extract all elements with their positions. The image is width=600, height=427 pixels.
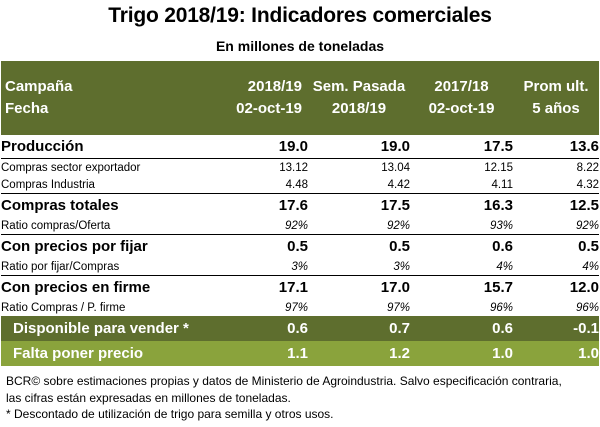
row-value: 12.5: [569, 197, 599, 214]
row-value: 3%: [234, 258, 308, 276]
row-value: 13.12: [234, 158, 308, 176]
row-value: 0.5: [578, 238, 599, 255]
header-col-1: 2018/19 02-oct-19: [234, 61, 308, 135]
table-row: Ratio compras/Oferta 92% 92% 93% 92%: [1, 217, 599, 235]
row-value: 4.42: [308, 176, 410, 194]
table-row: Ratio por fijar/Compras 3% 3% 4% 4%: [1, 258, 599, 276]
row-value: 1.1: [234, 341, 308, 366]
row-value: 12.0: [569, 279, 599, 296]
row-value: 0.5: [287, 238, 308, 255]
row-value: 0.6: [492, 238, 513, 255]
row-value: 17.0: [380, 279, 410, 296]
row-value: 15.7: [483, 279, 513, 296]
header-col-2: Sem. Pasada 2018/19: [308, 61, 410, 135]
row-label: Ratio compras/Oferta: [1, 217, 234, 235]
row-value: 16.3: [483, 197, 513, 214]
header-col-4: Prom ult. 5 años: [513, 61, 599, 135]
row-value: 0.6: [234, 316, 308, 341]
page-subtitle: En millones de toneladas: [215, 38, 385, 54]
row-value: 19.0: [380, 138, 410, 155]
header-col-2-line1: Sem. Pasada: [312, 78, 406, 95]
table-row-highlight: Falta poner precio 1.1 1.2 1.0 1.0: [1, 341, 599, 366]
row-value: 93%: [410, 217, 513, 235]
table-row: Compras totales 17.6 17.5 16.3 12.5: [1, 194, 599, 218]
row-value: -0.1: [513, 316, 599, 341]
row-value: 13.04: [308, 158, 410, 176]
indicators-table: Campaña Fecha 2018/19 02-oct-19 Sem. Pas…: [1, 61, 599, 366]
header-col-2-line2: 2018/19: [331, 100, 387, 117]
row-value: 0.5: [389, 238, 410, 255]
row-value: 1.0: [513, 341, 599, 366]
table-row: Compras sector exportador 13.12 13.04 12…: [1, 158, 599, 176]
table-row: Con precios en firme 17.1 17.0 15.7 12.0: [1, 276, 599, 300]
header-col-1-line1: 2018/19: [247, 78, 302, 95]
row-value: 0.7: [308, 316, 410, 341]
row-label: Compras totales: [1, 197, 119, 214]
header-col-1-line2: 02-oct-19: [236, 100, 302, 117]
row-value: 17.5: [380, 197, 410, 214]
footnote-units: las cifras están expresadas en millones …: [6, 390, 291, 405]
row-value: 4.32: [513, 176, 599, 194]
table-row-highlight: Disponible para vender * 0.6 0.7 0.6 -0.…: [1, 316, 599, 341]
header-col-3-line1: 2017/18: [434, 78, 489, 95]
page-title: Trigo 2018/19: Indicadores comerciales: [108, 4, 492, 27]
table-row: Producción 19.0 19.0 17.5 13.6: [1, 135, 599, 159]
row-value: 96%: [489, 301, 513, 314]
row-value: 1.0: [410, 341, 513, 366]
header-col-3: 2017/18 02-oct-19: [410, 61, 513, 135]
header-col-3-line2: 02-oct-19: [428, 100, 495, 117]
row-value: 3%: [308, 258, 410, 276]
footnote-asterisk: * Descontado de utilización de trigo par…: [6, 407, 334, 421]
table-row: Compras Industria 4.48 4.42 4.11 4.32: [1, 176, 599, 194]
row-value: 92%: [308, 217, 410, 235]
row-value: 12.15: [410, 158, 513, 176]
header-fecha: Fecha: [5, 100, 49, 117]
row-value: 92%: [513, 217, 599, 235]
footnote: BCR© sobre estimaciones propias y datos …: [6, 373, 596, 423]
row-value: 4.48: [234, 176, 308, 194]
table-row: Con precios por fijar 0.5 0.5 0.6 0.5: [1, 235, 599, 259]
row-label: Producción: [1, 138, 84, 155]
row-value: 0.6: [410, 316, 513, 341]
row-label: Compras Industria: [1, 176, 234, 194]
footnote-source: BCR© sobre estimaciones propias y datos …: [6, 374, 562, 388]
row-label: Con precios por fijar: [1, 238, 148, 255]
row-value: 8.22: [513, 158, 599, 176]
table-header: Campaña Fecha 2018/19 02-oct-19 Sem. Pas…: [1, 61, 599, 135]
row-value: 4.11: [410, 176, 513, 194]
row-value: 13.6: [569, 138, 599, 155]
row-label: Disponible para vender *: [1, 316, 234, 341]
row-value: 97%: [386, 301, 410, 314]
header-col-4-line1: Prom ult.: [523, 78, 589, 95]
row-value: 19.0: [278, 138, 308, 155]
row-value: 17.5: [483, 138, 513, 155]
row-value: 17.1: [278, 279, 308, 296]
row-value: 17.6: [278, 197, 308, 214]
header-campana: Campaña: [5, 78, 73, 95]
row-value: 92%: [234, 217, 308, 235]
header-label-cell: Campaña Fecha: [1, 61, 234, 135]
row-label: Compras sector exportador: [1, 158, 234, 176]
header-col-4-line2: 5 años: [532, 100, 580, 117]
row-label: Ratio Compras / P. firme: [1, 301, 126, 314]
row-value: 4%: [513, 258, 599, 276]
row-value: 97%: [284, 301, 308, 314]
row-value: 1.2: [308, 341, 410, 366]
row-value: 96%: [575, 301, 599, 314]
row-label: Ratio por fijar/Compras: [1, 258, 234, 276]
table-row: Ratio Compras / P. firme 97% 97% 96% 96%: [1, 299, 599, 316]
row-value: 4%: [410, 258, 513, 276]
row-label: Con precios en firme: [1, 279, 151, 296]
row-label: Falta poner precio: [1, 341, 234, 366]
